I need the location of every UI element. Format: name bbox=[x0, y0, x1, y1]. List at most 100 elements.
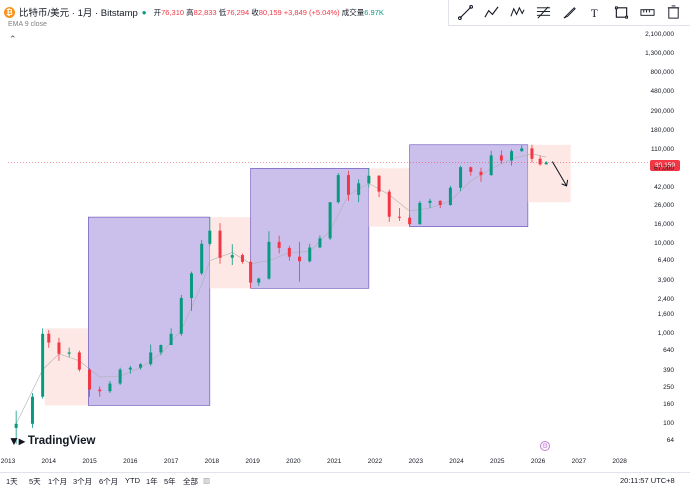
candle-body bbox=[469, 167, 473, 172]
candle-7 bbox=[88, 367, 92, 397]
y-tick-label: 160 bbox=[663, 401, 674, 409]
svg-text:T: T bbox=[591, 8, 598, 20]
collapse-chevron-icon[interactable]: ⌃ bbox=[9, 34, 17, 44]
candle-2 bbox=[41, 328, 45, 399]
clock-readout[interactable]: 20:11:57 UTC+8 bbox=[620, 476, 675, 485]
candle-body bbox=[377, 175, 381, 192]
y-tick-label: 6,400 bbox=[657, 257, 674, 265]
candle-34 bbox=[357, 179, 361, 203]
rectangle-icon[interactable] bbox=[611, 2, 633, 24]
candle-14 bbox=[159, 344, 163, 356]
x-tick-label: 2015 bbox=[82, 458, 97, 465]
candle-29 bbox=[308, 243, 312, 263]
candle-24 bbox=[257, 277, 261, 286]
settings-icon[interactable]: ⚙ bbox=[540, 441, 550, 451]
text-icon[interactable]: T bbox=[585, 2, 607, 24]
range-5d[interactable]: 5天 bbox=[29, 477, 41, 486]
x-tick-label: 2020 bbox=[286, 458, 301, 465]
volume-value: 6.97K bbox=[364, 7, 384, 17]
range-1y[interactable]: 1年 bbox=[146, 477, 158, 486]
candle-53 bbox=[544, 161, 548, 165]
range-ytd[interactable]: YTD bbox=[125, 476, 140, 485]
candle-body bbox=[418, 202, 422, 225]
candle-body bbox=[510, 151, 514, 161]
candle-43 bbox=[448, 185, 452, 206]
candle-37 bbox=[387, 189, 391, 222]
pink-range-box-2 bbox=[209, 217, 251, 289]
candle-body bbox=[249, 261, 253, 283]
tradingview-logo[interactable]: ▼▸ TradingView bbox=[8, 434, 95, 448]
x-tick-label: 2027 bbox=[571, 458, 587, 465]
candle-4 bbox=[57, 337, 61, 361]
range-all[interactable]: 全部 bbox=[183, 477, 198, 486]
x-tick-label: 2025 bbox=[490, 458, 505, 465]
x-tick-label: 2019 bbox=[245, 458, 260, 465]
candle-50 bbox=[520, 145, 524, 152]
candle-31 bbox=[328, 202, 332, 241]
candle-body bbox=[499, 155, 503, 161]
range-1m[interactable]: 1个月 bbox=[48, 477, 68, 486]
candle-body bbox=[530, 148, 534, 159]
candle-body bbox=[159, 345, 163, 353]
candle-40 bbox=[418, 200, 422, 225]
close-label: 收 bbox=[251, 7, 259, 17]
x-tick-label: 2014 bbox=[41, 458, 56, 465]
candle-body bbox=[489, 155, 493, 176]
candle-body bbox=[387, 191, 391, 217]
candle-body bbox=[367, 175, 371, 184]
y-tick-label: 180,000 bbox=[650, 126, 675, 134]
range-6m[interactable]: 6个月 bbox=[99, 477, 119, 486]
candle-body bbox=[118, 369, 122, 384]
candle-16 bbox=[179, 294, 183, 336]
candle-body bbox=[287, 247, 291, 257]
candle-1 bbox=[30, 392, 34, 428]
candle-body bbox=[139, 364, 143, 368]
trendline-icon[interactable] bbox=[454, 2, 476, 24]
symbol-header: ₿ 比特币/美元 · 1月 · Bitstamp ● 开76,310 高82,8… bbox=[4, 4, 384, 20]
y-tick-label: 1,600 bbox=[657, 311, 674, 319]
candle-15 bbox=[169, 328, 173, 346]
candle-body bbox=[328, 202, 332, 239]
candle-5 bbox=[67, 347, 71, 358]
range-1d[interactable]: 1天 bbox=[6, 477, 18, 486]
x-tick-label: 2026 bbox=[530, 458, 546, 465]
y-tick-label: 1,300,000 bbox=[645, 49, 674, 57]
open-value: 76,310 bbox=[161, 7, 185, 17]
candle-45 bbox=[469, 166, 473, 176]
y-tick-label: 390 bbox=[663, 366, 674, 374]
current-price-label: 80,159 bbox=[650, 160, 680, 171]
range-3m[interactable]: 3个月 bbox=[73, 477, 93, 486]
candle-body bbox=[88, 369, 92, 390]
pattern-icon[interactable] bbox=[506, 2, 528, 24]
candle-48 bbox=[499, 150, 503, 164]
candle-body bbox=[41, 333, 45, 397]
candle-body bbox=[318, 238, 322, 248]
purple-range-box-5 bbox=[409, 144, 529, 227]
candle-body bbox=[448, 187, 452, 205]
fib-icon[interactable] bbox=[532, 2, 554, 24]
candle-body bbox=[98, 389, 102, 392]
candle-body bbox=[149, 352, 153, 365]
candle-39 bbox=[408, 214, 412, 227]
brush-icon[interactable] bbox=[558, 2, 580, 24]
candle-3 bbox=[47, 330, 51, 348]
candle-body bbox=[308, 247, 312, 262]
eraser-icon[interactable] bbox=[663, 2, 685, 24]
candle-body bbox=[277, 241, 281, 248]
candle-body bbox=[57, 342, 61, 354]
polyline-icon[interactable] bbox=[480, 2, 502, 24]
range-5y[interactable]: 5年 bbox=[164, 477, 176, 486]
low-value: 76,294 bbox=[226, 7, 250, 17]
symbol-title[interactable]: 比特币/美元 · 1月 · Bitstamp bbox=[19, 8, 138, 19]
indicator-legend[interactable]: EMA 9 close bbox=[8, 21, 47, 28]
measure-icon[interactable] bbox=[637, 2, 659, 24]
candle-body bbox=[479, 171, 483, 176]
candle-49 bbox=[510, 149, 514, 166]
x-tick-label: 2024 bbox=[449, 458, 464, 465]
close-value: 80,159 bbox=[258, 7, 282, 17]
date-range-icon[interactable]: ▥ bbox=[203, 476, 211, 485]
candle-41 bbox=[428, 198, 432, 208]
y-tick-label: 1,000 bbox=[657, 329, 674, 337]
x-tick-label: 2017 bbox=[163, 458, 179, 465]
